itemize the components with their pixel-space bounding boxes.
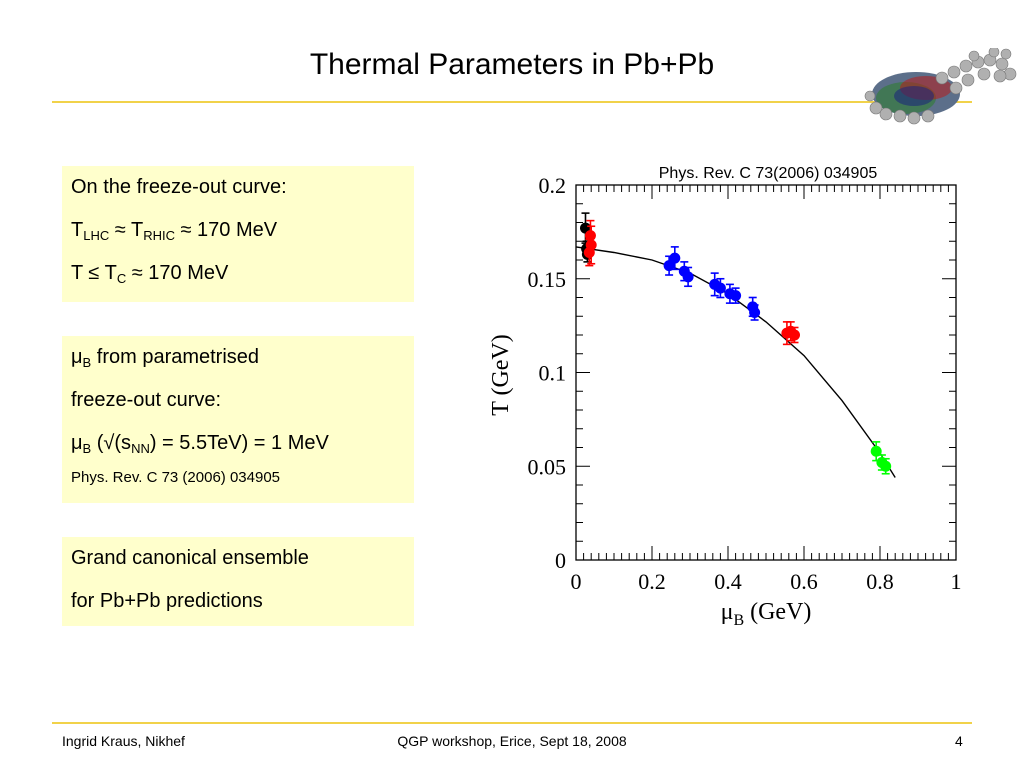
- slide-title: Thermal Parameters in Pb+Pb: [309, 48, 715, 81]
- mu-b-line-1: μB from parametrised: [71, 346, 260, 370]
- x-tick-label: 0.4: [714, 569, 742, 594]
- data-point: [669, 252, 681, 264]
- freeze-out-chart: Phys. Rev. C 73(2006) 034905 0 0.2 0.4 0.6 0…: [490, 165, 962, 629]
- y-tick-label: 0: [555, 548, 566, 573]
- x-axis-label: μB (GeV): [721, 599, 812, 629]
- footer-event: QGP workshop, Erice, Sept 18, 2008: [397, 733, 627, 749]
- data-point: [714, 282, 726, 294]
- t-lhc-line: TLHC ≈ TRHIC ≈ 170 MeV: [71, 219, 278, 243]
- chart-annotation: Phys. Rev. C 73(2006) 034905: [659, 165, 878, 182]
- freeze-out-box: On the freeze-out curve: TLHC ≈ TRHIC ≈ …: [62, 166, 414, 302]
- freeze-out-curve: [575, 246, 896, 478]
- mu-b-line-2: freeze-out curve:: [71, 389, 222, 411]
- x-tick-label: 0.2: [638, 569, 666, 594]
- title-divider: [52, 101, 972, 103]
- data-point: [749, 307, 761, 318]
- x-tick-label: 0.6: [790, 569, 818, 594]
- y-tick-label: 0.15: [528, 267, 567, 292]
- plot-frame: [575, 184, 957, 561]
- x-tick-label: 1: [951, 569, 962, 594]
- x-tick-label: 0: [571, 569, 582, 594]
- footer-page-number: 4: [955, 733, 963, 749]
- freeze-out-heading: On the freeze-out curve:: [71, 176, 287, 198]
- mu-b-value-line: μB (√(sNN) = 5.5TeV) = 1 MeV: [71, 432, 329, 456]
- data-point: [682, 271, 694, 283]
- collision-logo-icon: [864, 48, 1017, 125]
- data-point: [870, 445, 882, 457]
- footer-author: Ingrid Kraus, Nikhef: [62, 733, 185, 749]
- data-point: [730, 290, 742, 302]
- grand-canonical-line-2: for Pb+Pb predictions: [71, 590, 263, 612]
- x-tick-label: 0.8: [866, 569, 894, 594]
- grand-canonical-line-1: Grand canonical ensemble: [71, 547, 309, 569]
- data-point: [663, 260, 675, 272]
- data-point: [789, 329, 800, 341]
- y-tick-label: 0.1: [539, 361, 567, 386]
- mu-b-box: μB from parametrised freeze-out curve: μ…: [62, 336, 414, 503]
- y-axis-label: T (GeV): [490, 334, 514, 416]
- y-tick-label: 0.2: [539, 173, 567, 198]
- data-point: [880, 460, 892, 472]
- y-tick-label: 0.05: [528, 454, 567, 479]
- mu-b-reference: Phys. Rev. C 73 (2006) 034905: [71, 469, 281, 486]
- t-critical-line: T ≤ TC ≈ 170 MeV: [71, 262, 229, 286]
- data-point: [583, 247, 595, 258]
- footer-divider: [52, 722, 972, 724]
- grand-canonical-box: Grand canonical ensemble for Pb+Pb predi…: [62, 537, 414, 626]
